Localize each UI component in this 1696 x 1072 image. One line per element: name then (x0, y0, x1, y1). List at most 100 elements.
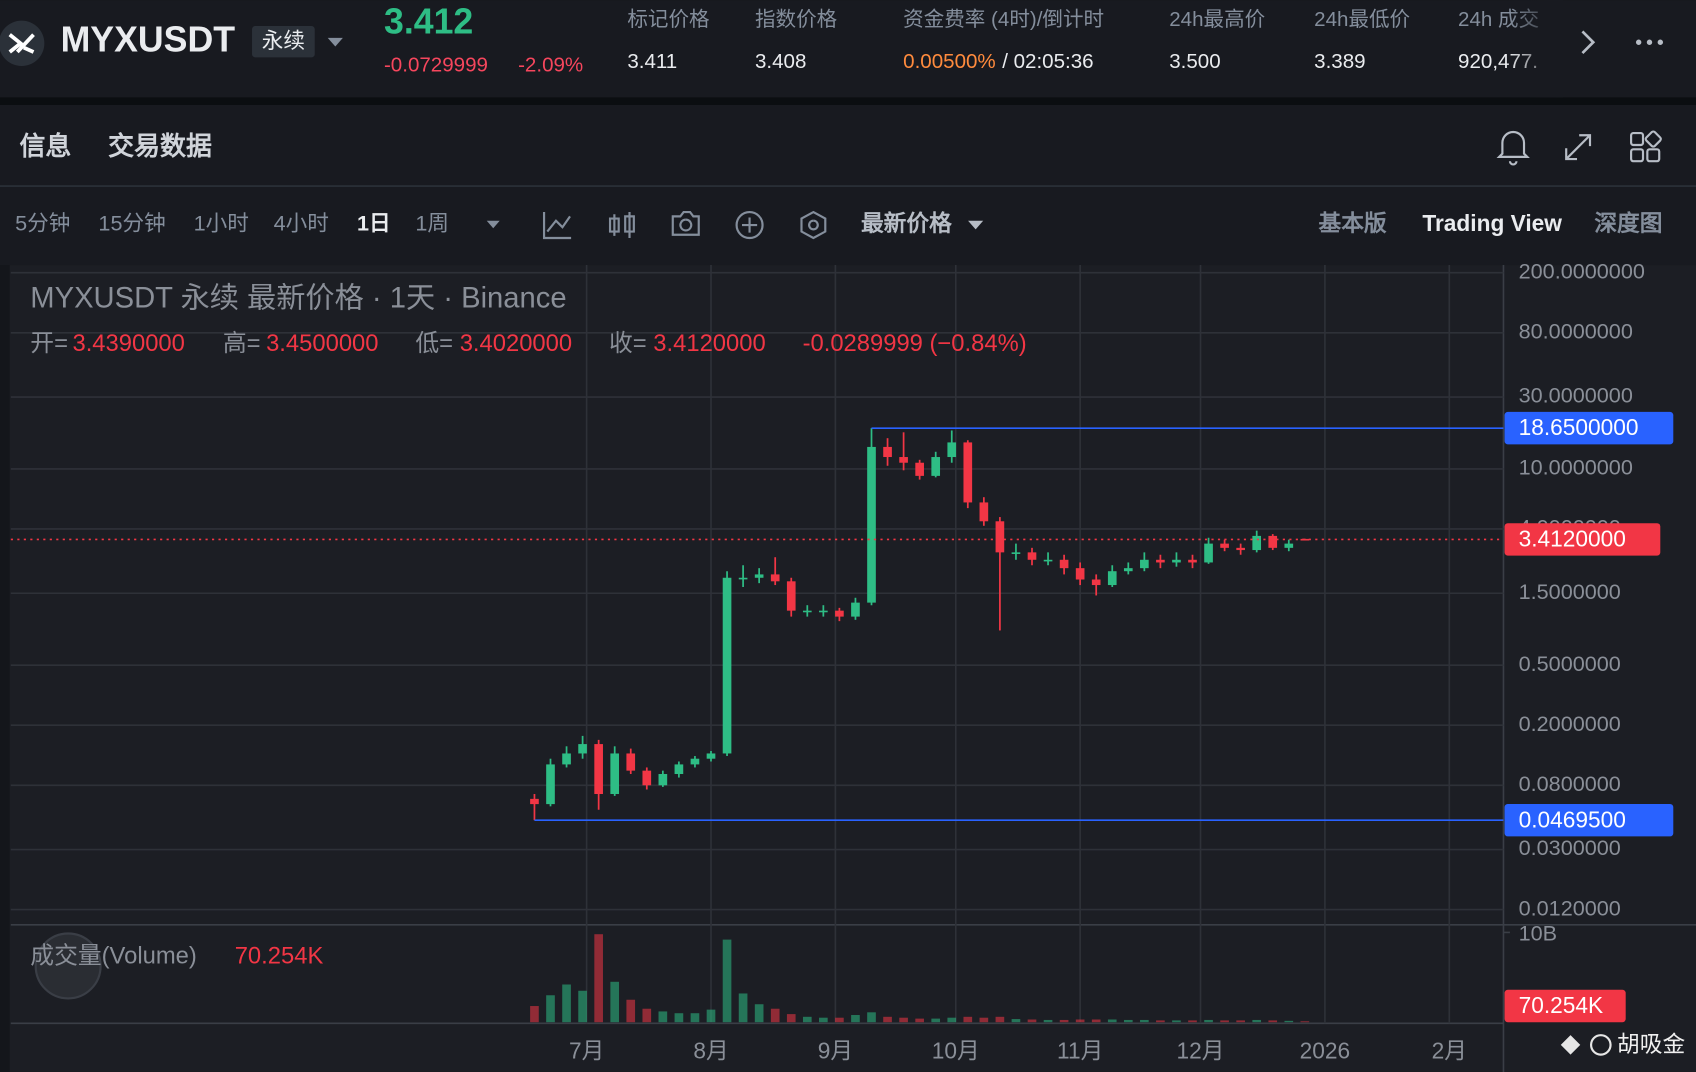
candle-body (931, 457, 941, 476)
ohlc-legend: 开= 3.4390000 高= 3.4500000 低= 3.4020000 收= 3.412… (30, 330, 1026, 357)
view-option[interactable]: 深度图 (1594, 210, 1662, 236)
screenshot-icon[interactable] (671, 210, 700, 236)
watermark-avatar (1590, 1034, 1612, 1056)
volume-bar (642, 1008, 652, 1023)
last-price-label: 3.4120000 (1519, 525, 1626, 551)
candle-body (1204, 543, 1213, 563)
candle-body (1027, 552, 1037, 560)
stat-value: 0.00500% / 02:05:36 (903, 50, 1093, 73)
volume-bar (1140, 1019, 1149, 1023)
ohlc-key: 高= (223, 330, 261, 357)
candle-body (690, 758, 700, 765)
symbol-dropdown[interactable] (327, 37, 343, 47)
volume-bar (786, 1014, 796, 1023)
logo-mark (8, 33, 35, 54)
candle-body (1220, 543, 1229, 548)
interval[interactable]: 4小时 (274, 211, 329, 236)
candle-body (1268, 535, 1278, 548)
candle-body (995, 521, 1005, 553)
interval[interactable]: 5分钟 (15, 211, 70, 236)
x-tick-label: 7月 (569, 1037, 604, 1063)
view-option[interactable]: Trading View (1422, 210, 1562, 236)
candle-body (546, 764, 555, 805)
contract-badge (252, 26, 315, 58)
more-stats[interactable] (1581, 30, 1596, 55)
volume-bar (1300, 1021, 1310, 1023)
panel (0, 104, 1696, 266)
fullscreen-icon[interactable] (1565, 134, 1592, 161)
candle-style-icon[interactable] (608, 212, 635, 239)
stats: 标记价格 3.411 指数价格 3.408 资金费率 (4时)/倒计时 0.00500% /… (627, 8, 1539, 73)
stat-value: 3.411 (627, 50, 677, 73)
y-tick-label: 0.5000000 (1519, 651, 1621, 676)
volume-bar (1172, 1020, 1181, 1023)
volume-bar (819, 1017, 828, 1023)
marks (10, 427, 1504, 1023)
candle-body (867, 446, 876, 603)
volume-bar (706, 1009, 716, 1023)
tv-logo[interactable] (34, 932, 102, 1000)
volume-bar (594, 934, 603, 1023)
volume-bar (722, 939, 732, 1023)
candle-body (1236, 547, 1245, 551)
volume-bar (1091, 1019, 1101, 1023)
watermark: 胡吸金 (1617, 1031, 1685, 1057)
tab[interactable]: 交易数据 (108, 131, 212, 161)
candle-body (1300, 538, 1310, 541)
alert-icon[interactable] (1496, 131, 1530, 166)
interval-dropdown[interactable] (486, 220, 500, 229)
y-tick-label: 0.2000000 (1519, 711, 1621, 736)
candle-body (883, 446, 892, 458)
indicator-icon[interactable] (542, 212, 572, 240)
volume-bar (835, 1017, 844, 1023)
y-tick-label: 80.0000000 (1519, 318, 1633, 343)
settings-icon[interactable] (800, 210, 827, 240)
candle-body (738, 577, 748, 580)
volume-bar (1220, 1020, 1229, 1023)
menu[interactable] (1635, 39, 1664, 45)
interval[interactable]: 1日 (357, 211, 391, 236)
price-change: -0.0729999 (384, 53, 488, 76)
stat-label: 资金费率 (4时)/倒计时 (903, 8, 1104, 31)
interval[interactable]: 15分钟 (98, 211, 165, 236)
tool-icons (542, 210, 827, 240)
y-tick-label: 30.0000000 (1519, 383, 1633, 408)
volume-bar (883, 1016, 892, 1023)
stat-number: 3.389 (1314, 50, 1365, 73)
candle-body (1188, 559, 1197, 563)
layout-icon[interactable] (1630, 130, 1662, 163)
x-tick-label: 8月 (693, 1037, 728, 1063)
stat-number: 3.500 (1169, 50, 1220, 73)
chart-legend-title: MYXUSDT 永续 最新价格 · 1天 · Binance (30, 281, 566, 314)
price-source-dropdown[interactable] (968, 220, 984, 230)
low-marker-label: 0.0469500 (1519, 806, 1626, 832)
tab[interactable]: 信息 (19, 131, 71, 161)
ohlc-value: 3.4390000 (72, 330, 184, 357)
volume-bar (1011, 1019, 1021, 1023)
candle-body (1284, 543, 1294, 548)
volume-bar (530, 1006, 539, 1023)
volume-bar (546, 995, 555, 1023)
candle-body (594, 744, 603, 795)
stat-label: 24h最高价 (1169, 8, 1265, 31)
grid (10, 265, 1510, 1024)
volume-bar (754, 1004, 764, 1023)
volume-bar (626, 999, 636, 1023)
candle-body (1059, 559, 1069, 569)
ohlc-value: 3.4500000 (266, 330, 378, 357)
view-option[interactable]: 基本版 (1319, 210, 1387, 236)
candle-body (1140, 559, 1149, 569)
volume-bar (658, 1011, 668, 1023)
candle-body (626, 753, 636, 771)
candle-body (674, 764, 684, 775)
interval[interactable]: 1周 (415, 211, 449, 236)
volume-bar (1107, 1019, 1117, 1023)
volume-last-box (1504, 989, 1626, 1023)
add-icon[interactable] (735, 210, 764, 240)
stat-label: 标记价格 (627, 8, 710, 31)
interval[interactable]: 1小时 (194, 211, 249, 236)
symbol[interactable]: MYXUSDT (61, 20, 236, 60)
price-source[interactable]: 最新价格 (861, 210, 952, 236)
contract-type: 永续 (262, 28, 305, 53)
volume-bar (867, 1012, 876, 1023)
